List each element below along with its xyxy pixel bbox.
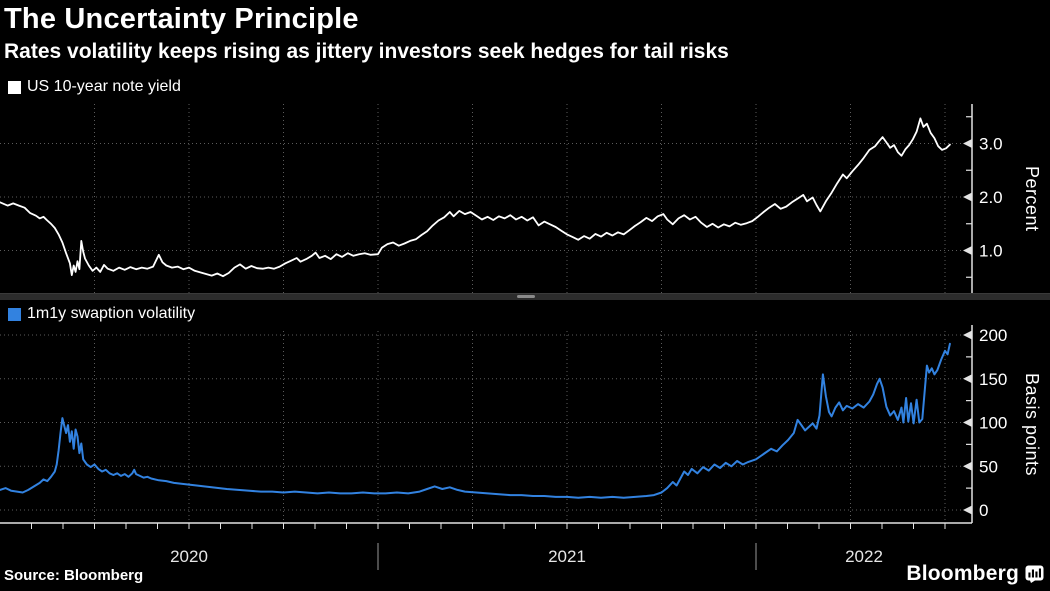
series-line (0, 342, 951, 499)
swaption-legend-swatch (8, 307, 21, 321)
ytick-label: 1.0 (979, 242, 1003, 261)
major-tick (963, 418, 972, 427)
year-label: 2020 (170, 547, 208, 566)
y-axis-title-basis-points: Basis points (1022, 373, 1042, 477)
bloomberg-logo-icon (1025, 565, 1044, 583)
ytick-label: 150 (979, 370, 1007, 389)
source-label: Source: Bloomberg (4, 567, 144, 584)
panel-divider (0, 293, 1050, 300)
ytick-label: 50 (979, 457, 998, 476)
swaption-legend-label: 1m1y swaption volatility (27, 305, 196, 322)
bloomberg-logo: Bloomberg (906, 562, 1044, 586)
major-tick (963, 374, 972, 384)
major-tick (963, 192, 972, 202)
year-label: 2022 (845, 547, 883, 566)
legend-yield: US 10-year note yield (8, 78, 181, 96)
ytick-label: 3.0 (979, 135, 1003, 154)
major-tick (963, 139, 972, 148)
ytick-label: 0 (979, 501, 988, 520)
yield-legend-swatch (8, 80, 21, 94)
legend-swaption: 1m1y swaption volatility (8, 305, 195, 323)
divider-thumb[interactable] (517, 295, 535, 298)
page-title: The Uncertainty Principle (4, 3, 359, 35)
ytick-label: 100 (979, 414, 1007, 433)
yield-legend-label: US 10-year note yield (27, 78, 181, 95)
page-subtitle: Rates volatility keeps rising as jittery… (4, 40, 729, 63)
ytick-label: 200 (979, 326, 1007, 345)
major-tick (963, 330, 972, 340)
ytick-label: 2.0 (979, 188, 1003, 207)
y-axis-title-percent: Percent (1022, 166, 1042, 232)
series-line (0, 117, 951, 278)
major-tick (963, 505, 972, 515)
major-tick (963, 461, 972, 471)
bloomberg-logo-text: Bloomberg (906, 562, 1019, 585)
year-label: 2021 (548, 547, 586, 566)
major-tick (963, 246, 972, 255)
